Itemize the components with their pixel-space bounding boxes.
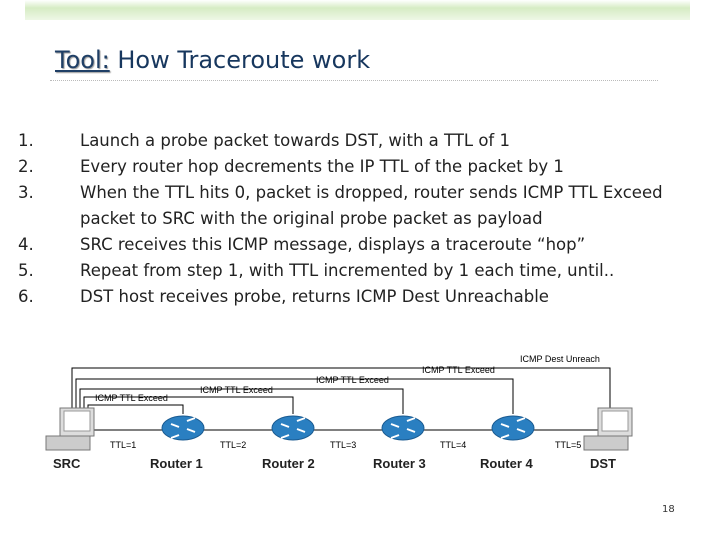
step: 2. Every router hop decrements the IP TTL… xyxy=(18,154,668,180)
message-label: ICMP TTL Exceed xyxy=(200,385,273,395)
step-text: DST host receives probe, returns ICMP De… xyxy=(80,287,549,306)
return-path xyxy=(69,367,611,415)
router xyxy=(381,415,425,441)
step-text: Launch a probe packet towards DST, with … xyxy=(80,131,510,150)
title-text: How Traceroute work xyxy=(117,46,371,74)
step-text: When the TTL hits 0, packet is dropped, … xyxy=(80,183,663,228)
return-path xyxy=(81,396,294,415)
return-path xyxy=(73,378,514,415)
src-screen xyxy=(63,410,91,432)
title-rule xyxy=(50,80,658,81)
step-list: 1. Launch a probe packet towards DST, wit… xyxy=(18,128,668,310)
step: 3. When the TTL hits 0, packet is dropped… xyxy=(18,180,668,232)
node-label: Router 3 xyxy=(373,456,426,471)
router-arrows xyxy=(390,417,416,439)
ttl-label: TTL=1 xyxy=(110,440,136,450)
step: 5. Repeat from step 1, with TTL increment… xyxy=(18,258,668,284)
node-label: Router 2 xyxy=(262,456,315,471)
message-label: ICMP TTL Exceed xyxy=(316,375,389,385)
message-label: ICMP TTL Exceed xyxy=(95,393,168,403)
dst-screen xyxy=(601,410,629,432)
src-base xyxy=(45,435,91,451)
router-arrows xyxy=(500,417,526,439)
router-arrows xyxy=(170,417,196,439)
node-label: Router 1 xyxy=(150,456,203,471)
node-label: SRC xyxy=(53,456,81,471)
title-prefix: Tool: xyxy=(55,46,110,74)
step: 6. DST host receives probe, returns ICMP … xyxy=(18,284,668,310)
step-number: 5. xyxy=(18,261,34,280)
ttl-label: TTL=3 xyxy=(330,440,356,450)
ttl-label: TTL=5 xyxy=(555,440,581,450)
return-path xyxy=(77,388,404,415)
message-label: ICMP Dest Unreach xyxy=(520,354,600,364)
router xyxy=(161,415,205,441)
step: 4. SRC receives this ICMP message, displa… xyxy=(18,232,668,258)
step-number: 6. xyxy=(18,287,34,306)
step-number: 4. xyxy=(18,235,34,254)
return-path xyxy=(85,404,184,415)
step-number: 1. xyxy=(18,131,34,150)
dst-base xyxy=(583,435,629,451)
node-label: DST xyxy=(590,456,616,471)
step-text: SRC receives this ICMP message, displays… xyxy=(80,235,586,254)
router-arrows xyxy=(280,417,306,439)
node-label: Router 4 xyxy=(480,456,534,471)
ttl-label: TTL=2 xyxy=(220,440,246,450)
ttl-label: TTL=4 xyxy=(440,440,466,450)
step-text: Repeat from step 1, with TTL incremented… xyxy=(80,261,615,280)
page-number: 18 xyxy=(662,504,675,515)
step: 1. Launch a probe packet towards DST, wit… xyxy=(18,128,668,154)
router xyxy=(491,415,535,441)
step-number: 3. xyxy=(18,183,34,202)
slide-title: Tool: How Traceroute work xyxy=(55,46,370,74)
header-band xyxy=(25,0,690,20)
router xyxy=(271,415,315,441)
step-number: 2. xyxy=(18,157,34,176)
step-text: Every router hop decrements the IP TTL o… xyxy=(80,157,564,176)
message-label: ICMP TTL Exceed xyxy=(422,365,495,375)
